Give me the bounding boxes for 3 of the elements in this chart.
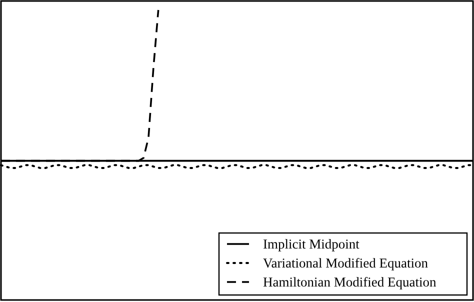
- legend-label: Hamiltonian Modified Equation: [263, 274, 436, 290]
- legend-label: Variational Modified Equation: [263, 256, 428, 270]
- legend-label: Implicit Midpoint: [263, 236, 360, 252]
